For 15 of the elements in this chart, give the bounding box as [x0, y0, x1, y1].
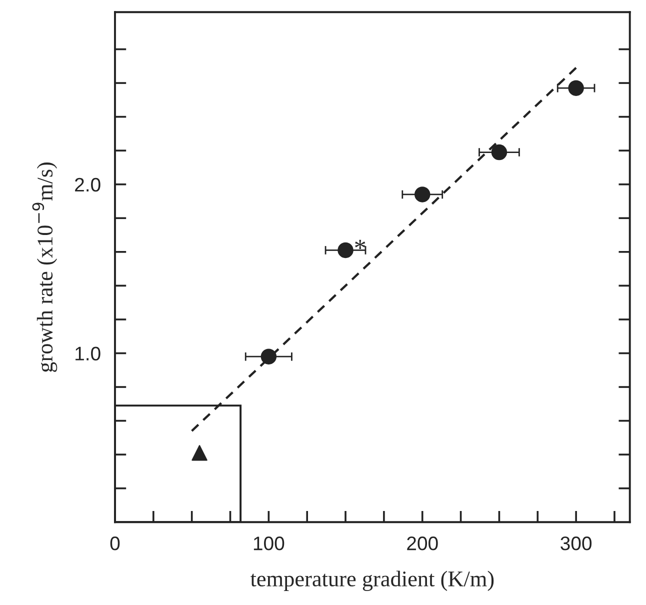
- x-axis-title: temperature gradient (K/m): [250, 570, 494, 592]
- annotation: *: [355, 240, 366, 250]
- point: [568, 80, 584, 96]
- point: [491, 144, 508, 160]
- y-axis-title: growth rate (x10$^{−9}$m/s): [32, 162, 58, 372]
- point: [192, 445, 208, 461]
- point: [260, 348, 277, 364]
- y-tick-label: 1.0: [76, 346, 100, 360]
- point: [338, 242, 354, 258]
- x-tick-label: 300: [560, 536, 592, 550]
- x-tick-label: 100: [254, 536, 284, 550]
- y-tick-label: 2.0: [75, 178, 100, 192]
- x-tick-label: 0: [110, 536, 120, 550]
- point: [414, 186, 430, 202]
- x-tick-label: 200: [407, 536, 438, 550]
